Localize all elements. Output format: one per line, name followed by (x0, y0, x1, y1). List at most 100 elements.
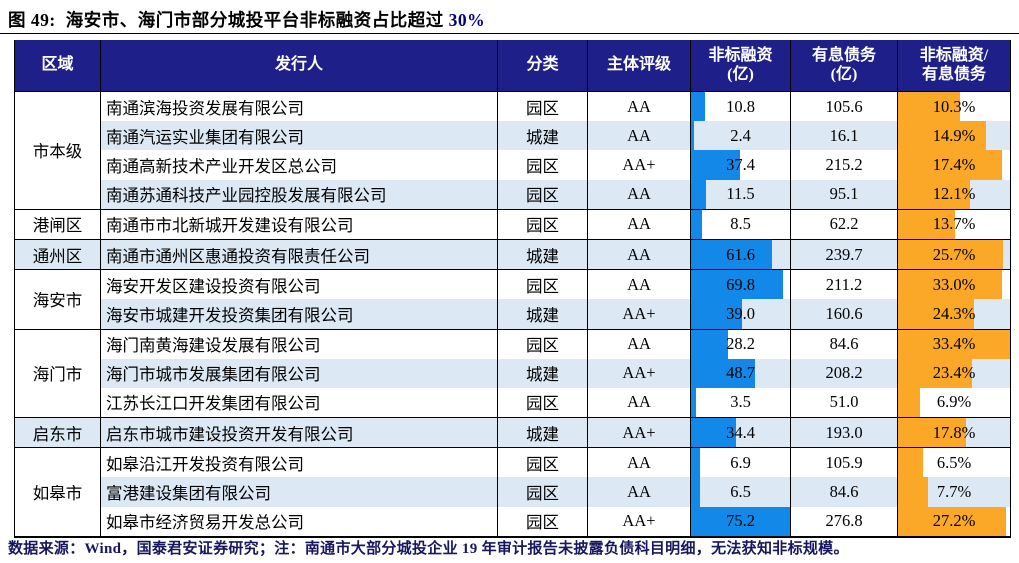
debt-cell: 84.6 (791, 329, 898, 359)
nsf-databar (691, 477, 700, 507)
category-cell: 园区 (498, 92, 588, 122)
nsf-databar (691, 299, 743, 329)
ratio-value: 25.7% (932, 244, 976, 264)
ratio-value: 33.0% (932, 274, 976, 294)
ratio-databar (898, 358, 972, 388)
issuer-cell: 启东市城市建设投资开发有限公司 (101, 418, 498, 448)
nsf-value: 2.4 (730, 125, 751, 145)
nsf-databar (691, 121, 695, 151)
issuer-cell: 海安开发区建设投资有限公司 (101, 270, 498, 300)
nsf-value: 8.5 (730, 214, 751, 234)
ratio-cell: 6.5% (898, 448, 1011, 478)
nsf-value: 48.7 (726, 363, 755, 383)
issuer-cell: 南通苏通科技产业园控股发展有限公司 (101, 179, 498, 209)
header-cell-region: 区域 (15, 40, 101, 91)
ratio-value: 10.3% (932, 96, 976, 116)
region-group: 海安市 海安开发区建设投资有限公司 园区 AA 69.8 211.2 33.0% 海安市城建开… (15, 269, 1011, 329)
ratio-cell: 24.3% (898, 299, 1011, 329)
nsf-cell: 8.5 (691, 209, 791, 239)
nsf-cell: 2.4 (691, 121, 791, 151)
ratio-cell: 7.7% (898, 477, 1011, 507)
region-group: 通州区 南通市通州区惠通投资有限责任公司 城建 AA 61.6 239.7 25.7% (15, 238, 1011, 270)
ratio-value: 17.4% (932, 154, 976, 174)
header-cell-rating: 主体评级 (588, 40, 691, 91)
rating-cell: AA+ (588, 358, 691, 388)
nsf-value: 10.8 (726, 96, 755, 116)
region-rows: 南通滨海投资发展有限公司 园区 AA 10.8 105.6 10.3% 南通汽运实业集团有限… (101, 92, 1011, 209)
nsf-cell: 3.5 (691, 387, 791, 418)
nsf-cell: 6.5 (691, 477, 791, 507)
nsf-databar (691, 209, 703, 239)
region-rows: 南通市市北新城开发建设有限公司 园区 AA 8.5 62.2 13.7% (101, 209, 1011, 239)
header-cell-issuer: 发行人 (101, 40, 498, 91)
ratio-value: 13.7% (932, 214, 976, 234)
ratio-cell: 17.8% (898, 418, 1011, 448)
debt-cell: 276.8 (791, 506, 898, 536)
rating-cell: AA (588, 477, 691, 507)
ratio-value: 14.9% (932, 125, 976, 145)
nsf-cell: 34.4 (691, 418, 791, 448)
ratio-databar (898, 239, 1004, 270)
nsf-databar (691, 239, 773, 270)
region-cell: 如皋市 (15, 448, 101, 536)
rating-cell: AA (588, 209, 691, 239)
rating-cell: AA (588, 387, 691, 418)
ratio-databar (898, 387, 921, 418)
region-cell: 启东市 (15, 418, 101, 448)
table-row: 海门南黄海建设发展有限公司 园区 AA 28.2 84.6 33.4% (101, 329, 1011, 359)
region-cell: 市本级 (15, 92, 101, 209)
ratio-value: 27.2% (932, 511, 976, 531)
nsf-value: 61.6 (726, 244, 755, 264)
ratio-databar (898, 179, 970, 209)
rating-cell: AA (588, 121, 691, 151)
region-cell: 海门市 (15, 329, 101, 418)
rating-cell: AA (588, 239, 691, 270)
table-header-row: 区域 发行人 分类 主体评级 非标融资 (亿) 有息债务 (亿) 非标融资/ 有… (15, 40, 1011, 92)
ratio-databar (898, 506, 1006, 536)
nsf-cell: 69.8 (691, 270, 791, 300)
region-group: 市本级 南通滨海投资发展有限公司 园区 AA 10.8 105.6 10.3% 南通汽运实业集… (15, 92, 1011, 209)
debt-cell: 211.2 (791, 270, 898, 300)
debt-cell: 208.2 (791, 358, 898, 388)
issuer-cell: 南通市市北新城开发建设有限公司 (101, 209, 498, 239)
nsf-cell: 75.2 (691, 506, 791, 536)
header-cell-nsf: 非标融资 (亿) (691, 40, 791, 91)
ratio-cell: 33.0% (898, 270, 1011, 300)
data-table: 区域 发行人 分类 主体评级 非标融资 (亿) 有息债务 (亿) 非标融资/ 有… (14, 40, 1011, 538)
debt-cell: 215.2 (791, 150, 898, 180)
ratio-cell: 13.7% (898, 209, 1011, 239)
region-group: 如皋市 如皋沿江开发投资有限公司 园区 AA 6.9 105.9 6.5% 富港建设集团有限公… (15, 447, 1011, 536)
category-cell: 城建 (498, 239, 588, 270)
rating-cell: AA (588, 329, 691, 359)
rating-cell: AA+ (588, 299, 691, 329)
issuer-cell: 海门市城市发展集团有限公司 (101, 358, 498, 388)
category-cell: 园区 (498, 179, 588, 209)
ratio-databar (898, 270, 1003, 300)
debt-cell: 16.1 (791, 121, 898, 151)
table-body: 市本级 南通滨海投资发展有限公司 园区 AA 10.8 105.6 10.3% 南通汽运实业集… (15, 92, 1011, 538)
debt-cell: 95.1 (791, 179, 898, 209)
nsf-databar (691, 387, 696, 418)
source-note: 数据来源：Wind，国泰君安证券研究；注：南通市大部分城投企业 19 年审计报告… (8, 541, 849, 557)
category-cell: 园区 (498, 270, 588, 300)
issuer-cell: 南通滨海投资发展有限公司 (101, 92, 498, 122)
header-cell-category: 分类 (498, 40, 588, 91)
issuer-cell: 富港建设集团有限公司 (101, 477, 498, 507)
nsf-value: 6.5 (730, 482, 751, 502)
ratio-databar (898, 150, 1003, 180)
header-cell-ratio: 非标融资/ 有息债务 (898, 40, 1011, 91)
issuer-cell: 南通高新技术产业开发区总公司 (101, 150, 498, 180)
category-cell: 园区 (498, 150, 588, 180)
region-group: 海门市 海门南黄海建设发展有限公司 园区 AA 28.2 84.6 33.4% 海门市城市发展… (15, 328, 1011, 418)
header-cell-debt: 有息债务 (亿) (791, 40, 898, 91)
ratio-cell: 10.3% (898, 92, 1011, 122)
region-cell: 通州区 (15, 239, 101, 270)
table-row: 如皋市经济贸易开发总公司 园区 AA+ 75.2 276.8 27.2% (101, 506, 1011, 536)
region-group: 港闸区 南通市市北新城开发建设有限公司 园区 AA 8.5 62.2 13.7% (15, 208, 1011, 239)
rating-cell: AA (588, 92, 691, 122)
ratio-databar (898, 121, 987, 151)
table-row: 富港建设集团有限公司 园区 AA 6.5 84.6 7.7% (101, 477, 1011, 507)
ratio-cell: 6.9% (898, 387, 1011, 418)
region-group: 启东市 启东市城市建设投资开发有限公司 城建 AA+ 34.4 193.0 17.8% (15, 417, 1011, 448)
